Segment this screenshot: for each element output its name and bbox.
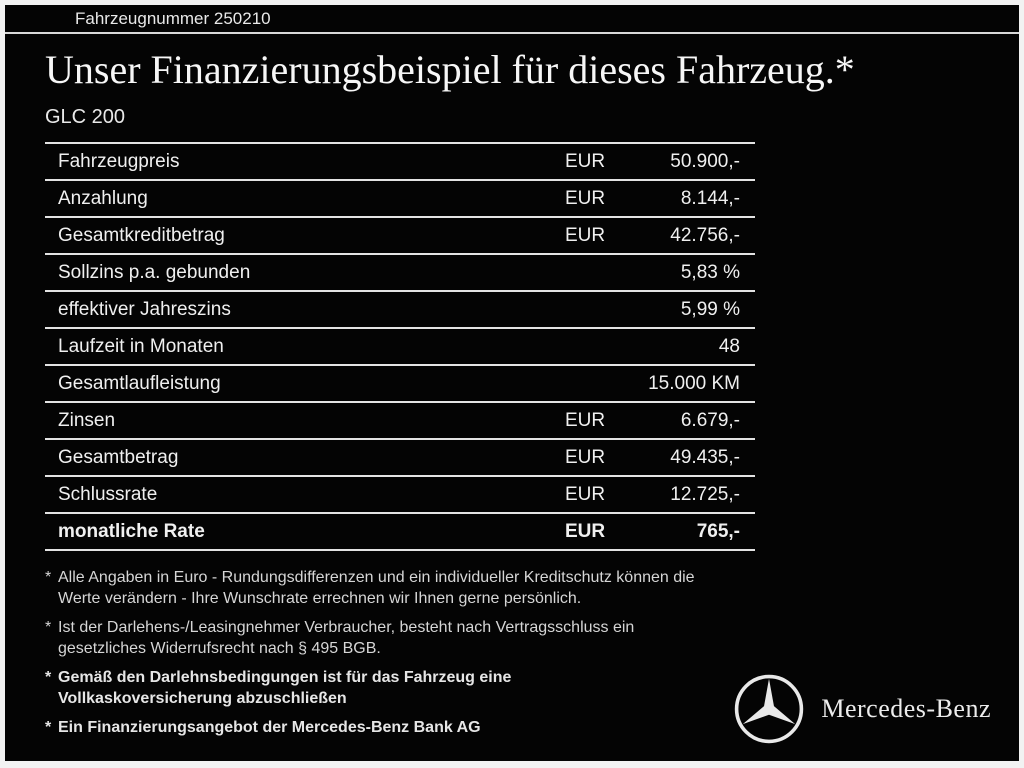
footnotes: * Alle Angaben in Euro - Rundungsdifferen… bbox=[45, 567, 785, 738]
finance-row: Anzahlung EUR 8.144,- bbox=[45, 181, 755, 218]
row-currency: EUR bbox=[565, 446, 606, 468]
footnote-text: Ist der Darlehens-/Leasingnehmer Verbrau… bbox=[58, 619, 635, 657]
row-label: Gesamtbetrag bbox=[58, 446, 179, 468]
row-value: 5,83 % bbox=[680, 261, 740, 283]
vehicle-model: GLC 200 bbox=[45, 106, 126, 128]
row-value: 12.725,- bbox=[670, 483, 740, 505]
footnote-marker: * bbox=[45, 619, 52, 636]
row-value: 8.144,- bbox=[680, 187, 740, 209]
row-label: Schlussrate bbox=[58, 483, 158, 505]
row-label: monatliche Rate bbox=[58, 520, 205, 542]
finance-row: Zinsen EUR 6.679,- bbox=[45, 403, 755, 440]
row-value: 15.000 KM bbox=[648, 372, 740, 394]
footnote-text: Gemäß den Darlehnsbedingungen ist für da… bbox=[58, 669, 512, 707]
footnote: * Gemäß den Darlehnsbedingungen ist für d… bbox=[45, 667, 785, 709]
row-value: 48 bbox=[718, 335, 740, 357]
row-currency: EUR bbox=[565, 224, 606, 246]
row-value: 6.679,- bbox=[680, 409, 740, 431]
row-value: 49.435,- bbox=[670, 446, 740, 468]
row-value: 50.900,- bbox=[670, 150, 740, 172]
finance-row: monatliche Rate EUR 765,- bbox=[45, 514, 755, 551]
content: Unser Finanzierungsbeispiel für dieses F… bbox=[5, 34, 1019, 738]
row-label: Sollzins p.a. gebunden bbox=[58, 261, 251, 283]
finance-table: Fahrzeugpreis EUR 50.900,- Anzahlung EUR 8.14… bbox=[45, 142, 755, 551]
row-currency: EUR bbox=[565, 187, 606, 209]
row-currency: EUR bbox=[565, 409, 606, 431]
row-currency: EUR bbox=[565, 150, 606, 172]
finance-row: Gesamtlaufleistung 15.000 KM bbox=[45, 366, 755, 403]
finance-row: Laufzeit in Monaten 48 bbox=[45, 329, 755, 366]
finance-row: Schlussrate EUR 12.725,- bbox=[45, 477, 755, 514]
footnote-text: Ein Finanzierungsangebot der Mercedes-Be… bbox=[58, 719, 481, 736]
row-value: 765,- bbox=[696, 520, 740, 542]
footnote: * Ein Finanzierungsangebot der Mercedes-B… bbox=[45, 717, 785, 738]
finance-row: effektiver Jahreszins 5,99 % bbox=[45, 292, 755, 329]
brand-area: Mercedes-Benz bbox=[733, 673, 991, 745]
row-value: 42.756,- bbox=[670, 224, 740, 246]
row-currency: EUR bbox=[565, 483, 606, 505]
row-label: Laufzeit in Monaten bbox=[58, 335, 224, 357]
footnote: * Alle Angaben in Euro - Rundungsdifferen… bbox=[45, 567, 785, 609]
row-value: 5,99 % bbox=[680, 298, 740, 320]
footnote-marker: * bbox=[45, 569, 52, 586]
row-label: Gesamtlaufleistung bbox=[58, 372, 221, 394]
finance-row: Sollzins p.a. gebunden 5,83 % bbox=[45, 255, 755, 292]
mercedes-star-icon bbox=[733, 673, 805, 745]
row-label: Gesamtkreditbetrag bbox=[58, 224, 225, 246]
footnote-text: Alle Angaben in Euro - Rundungsdifferenz… bbox=[58, 569, 695, 607]
row-label: Fahrzeugpreis bbox=[58, 150, 180, 172]
vehicle-number: Fahrzeugnummer 250210 bbox=[75, 8, 271, 28]
topbar: Fahrzeugnummer 250210 bbox=[5, 5, 1019, 34]
brand-wordmark: Mercedes-Benz bbox=[821, 694, 991, 723]
row-label: Anzahlung bbox=[58, 187, 148, 209]
row-label: effektiver Jahreszins bbox=[58, 298, 231, 320]
finance-row: Gesamtbetrag EUR 49.435,- bbox=[45, 440, 755, 477]
footnote: * Ist der Darlehens-/Leasingnehmer Verbra… bbox=[45, 617, 785, 659]
finance-row: Gesamtkreditbetrag EUR 42.756,- bbox=[45, 218, 755, 255]
row-currency: EUR bbox=[565, 520, 606, 542]
footnote-marker: * bbox=[45, 669, 52, 686]
finance-row: Fahrzeugpreis EUR 50.900,- bbox=[45, 144, 755, 181]
footnote-marker: * bbox=[45, 719, 52, 736]
row-label: Zinsen bbox=[58, 409, 116, 431]
page-title: Unser Finanzierungsbeispiel für dieses F… bbox=[45, 47, 855, 92]
